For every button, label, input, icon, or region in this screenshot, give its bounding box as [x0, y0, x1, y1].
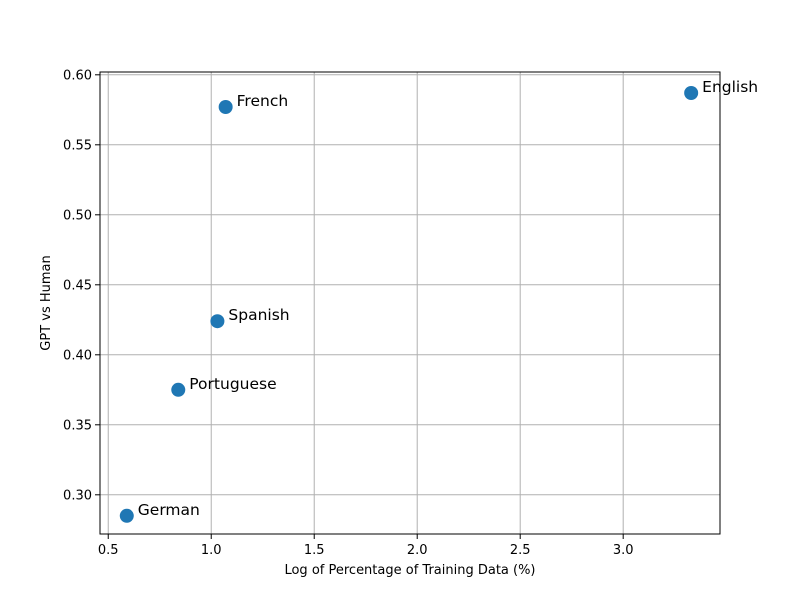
point-label-german: German [138, 501, 200, 519]
point-label-spanish: Spanish [228, 306, 289, 324]
point-label-english: English [702, 78, 758, 96]
x-axis-ticks: 0.5 1.0 1.5 2.0 2.5 3.0 [98, 534, 634, 558]
point-label-portuguese: Portuguese [189, 375, 276, 393]
grid [100, 72, 720, 534]
y-axis-label: GPT vs Human [39, 255, 54, 350]
y-tick-label: 0.50 [63, 208, 92, 223]
data-point-portuguese [171, 382, 186, 397]
x-axis-label: Log of Percentage of Training Data (%) [284, 563, 535, 578]
data-point-german [119, 508, 134, 523]
x-tick-label: 3.0 [613, 543, 634, 558]
point-labels: English French Spanish Portuguese German [138, 78, 758, 519]
y-axis-ticks: 0.30 0.35 0.40 0.45 0.50 0.55 0.60 [63, 68, 100, 503]
y-tick-label: 0.60 [63, 68, 92, 83]
point-label-french: French [237, 92, 289, 110]
x-tick-label: 1.5 [304, 543, 325, 558]
x-tick-label: 2.0 [407, 543, 428, 558]
data-point-english [684, 86, 699, 100]
x-tick-label: 2.5 [510, 543, 531, 558]
data-points [119, 86, 699, 523]
y-tick-label: 0.45 [63, 278, 92, 293]
data-point-spanish [210, 314, 225, 329]
x-tick-label: 0.5 [98, 543, 119, 558]
y-tick-label: 0.35 [63, 418, 92, 433]
x-tick-label: 1.0 [201, 543, 222, 558]
y-tick-label: 0.55 [63, 138, 92, 153]
y-tick-label: 0.40 [63, 348, 92, 363]
data-point-french [218, 100, 233, 114]
y-tick-label: 0.30 [63, 488, 92, 503]
plot-area-frame [99, 71, 721, 535]
